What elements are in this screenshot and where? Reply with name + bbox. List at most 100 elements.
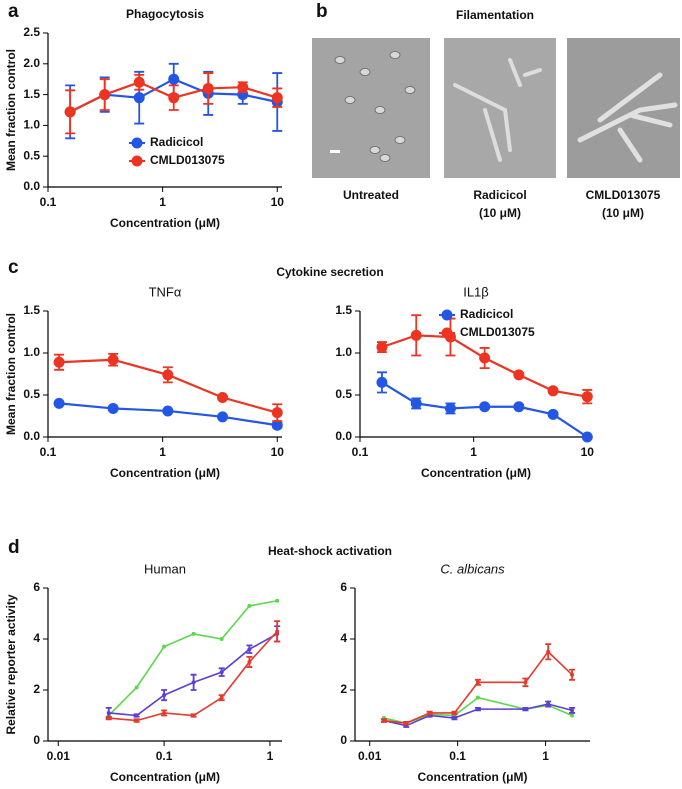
marker xyxy=(107,354,119,366)
x-axis-label: Concentration (μM) xyxy=(418,770,528,784)
marker xyxy=(410,397,422,409)
marker xyxy=(99,89,111,101)
marker xyxy=(162,369,174,381)
marker xyxy=(191,680,196,685)
panel-letter: c xyxy=(8,257,19,278)
legend-label: Radicicol xyxy=(460,307,513,321)
marker xyxy=(271,419,283,431)
x-axis-label: Concentration (μM) xyxy=(421,466,531,480)
marker xyxy=(444,402,456,414)
x-tick-label: 10 xyxy=(271,195,285,209)
marker xyxy=(546,702,551,707)
y-tick-label: 1.5 xyxy=(23,303,40,317)
y-axis-label: Mean fraction control xyxy=(4,313,18,435)
marker xyxy=(162,644,167,649)
marker xyxy=(410,329,422,341)
marker xyxy=(106,710,111,715)
marker xyxy=(64,106,76,118)
caption: CMLD013075 xyxy=(586,188,661,202)
y-axis-label: Relative reporter activity xyxy=(4,594,18,734)
marker xyxy=(107,402,119,414)
marker xyxy=(475,707,480,712)
marker xyxy=(237,81,249,93)
x-tick-label: 1 xyxy=(267,749,274,763)
y-tick-label: 0.5 xyxy=(23,387,40,401)
y-tick-label: 4 xyxy=(340,631,347,645)
marker xyxy=(376,376,388,388)
marker xyxy=(219,670,224,675)
marker xyxy=(247,659,252,664)
marker xyxy=(547,408,559,420)
marker xyxy=(376,341,388,353)
y-tick-label: 0.0 xyxy=(23,429,40,443)
x-tick-label: 1 xyxy=(542,749,549,763)
micrograph xyxy=(312,38,430,178)
chart-title: TNFα xyxy=(149,284,182,299)
micrograph xyxy=(444,38,556,178)
legend-marker xyxy=(441,327,453,339)
marker xyxy=(219,637,224,641)
x-tick-label: 1 xyxy=(159,195,166,209)
y-tick-label: 2.5 xyxy=(23,25,40,39)
chart-title: IL1β xyxy=(463,284,489,299)
marker xyxy=(162,710,167,715)
y-tick-label: 0.0 xyxy=(23,179,40,193)
y-tick-label: 2 xyxy=(33,682,40,696)
marker xyxy=(219,695,224,700)
marker xyxy=(475,680,480,685)
marker xyxy=(546,649,551,654)
marker xyxy=(404,721,409,726)
marker xyxy=(53,397,65,409)
caption: (10 μM) xyxy=(479,206,521,220)
y-tick-label: 0.0 xyxy=(335,429,352,443)
marker xyxy=(547,385,559,397)
marker xyxy=(452,710,457,715)
marker xyxy=(479,352,491,364)
marker xyxy=(581,391,593,403)
legend-label: Radicicol xyxy=(150,135,203,149)
x-tick-label: 0.01 xyxy=(358,749,382,763)
caption: Radicicol xyxy=(473,188,526,202)
x-axis-label: Concentration (μM) xyxy=(110,466,220,480)
y-tick-label: 1.5 xyxy=(335,303,352,317)
marker xyxy=(475,695,480,700)
x-tick-label: 0.01 xyxy=(47,749,71,763)
marker xyxy=(275,598,280,603)
y-tick-label: 2 xyxy=(340,682,347,696)
y-tick-label: 1.0 xyxy=(23,345,40,359)
chart-title: Human xyxy=(144,561,186,576)
section-title: Cytokine secretion xyxy=(276,265,383,279)
marker xyxy=(134,713,139,718)
x-axis-label: Concentration (μM) xyxy=(110,770,220,784)
marker xyxy=(133,92,145,104)
marker xyxy=(134,685,139,690)
x-tick-label: 0.1 xyxy=(449,749,466,763)
y-tick-label: 0 xyxy=(33,733,40,747)
marker xyxy=(479,401,491,413)
x-axis-label: Concentration (μM) xyxy=(110,216,220,230)
panel-letter: a xyxy=(8,1,19,22)
marker xyxy=(570,708,575,713)
marker xyxy=(168,92,180,104)
y-tick-label: 4 xyxy=(33,631,40,645)
panel-letter: d xyxy=(8,537,20,558)
y-tick-label: 1.0 xyxy=(23,118,40,132)
marker xyxy=(247,647,252,652)
x-tick-label: 0.1 xyxy=(156,749,173,763)
x-tick-label: 0.1 xyxy=(40,195,57,209)
legend-marker xyxy=(131,137,143,149)
marker xyxy=(452,716,457,721)
marker xyxy=(427,710,432,715)
micrograph xyxy=(567,38,680,178)
marker xyxy=(217,411,229,423)
legend-label: CMLD013075 xyxy=(150,153,225,167)
marker xyxy=(513,369,525,381)
panel-letter: b xyxy=(316,1,328,22)
x-tick-label: 1 xyxy=(159,445,166,459)
marker xyxy=(217,392,229,404)
legend-marker xyxy=(441,309,453,321)
marker xyxy=(106,716,111,721)
y-tick-label: 0.5 xyxy=(335,387,352,401)
marker xyxy=(133,76,145,88)
